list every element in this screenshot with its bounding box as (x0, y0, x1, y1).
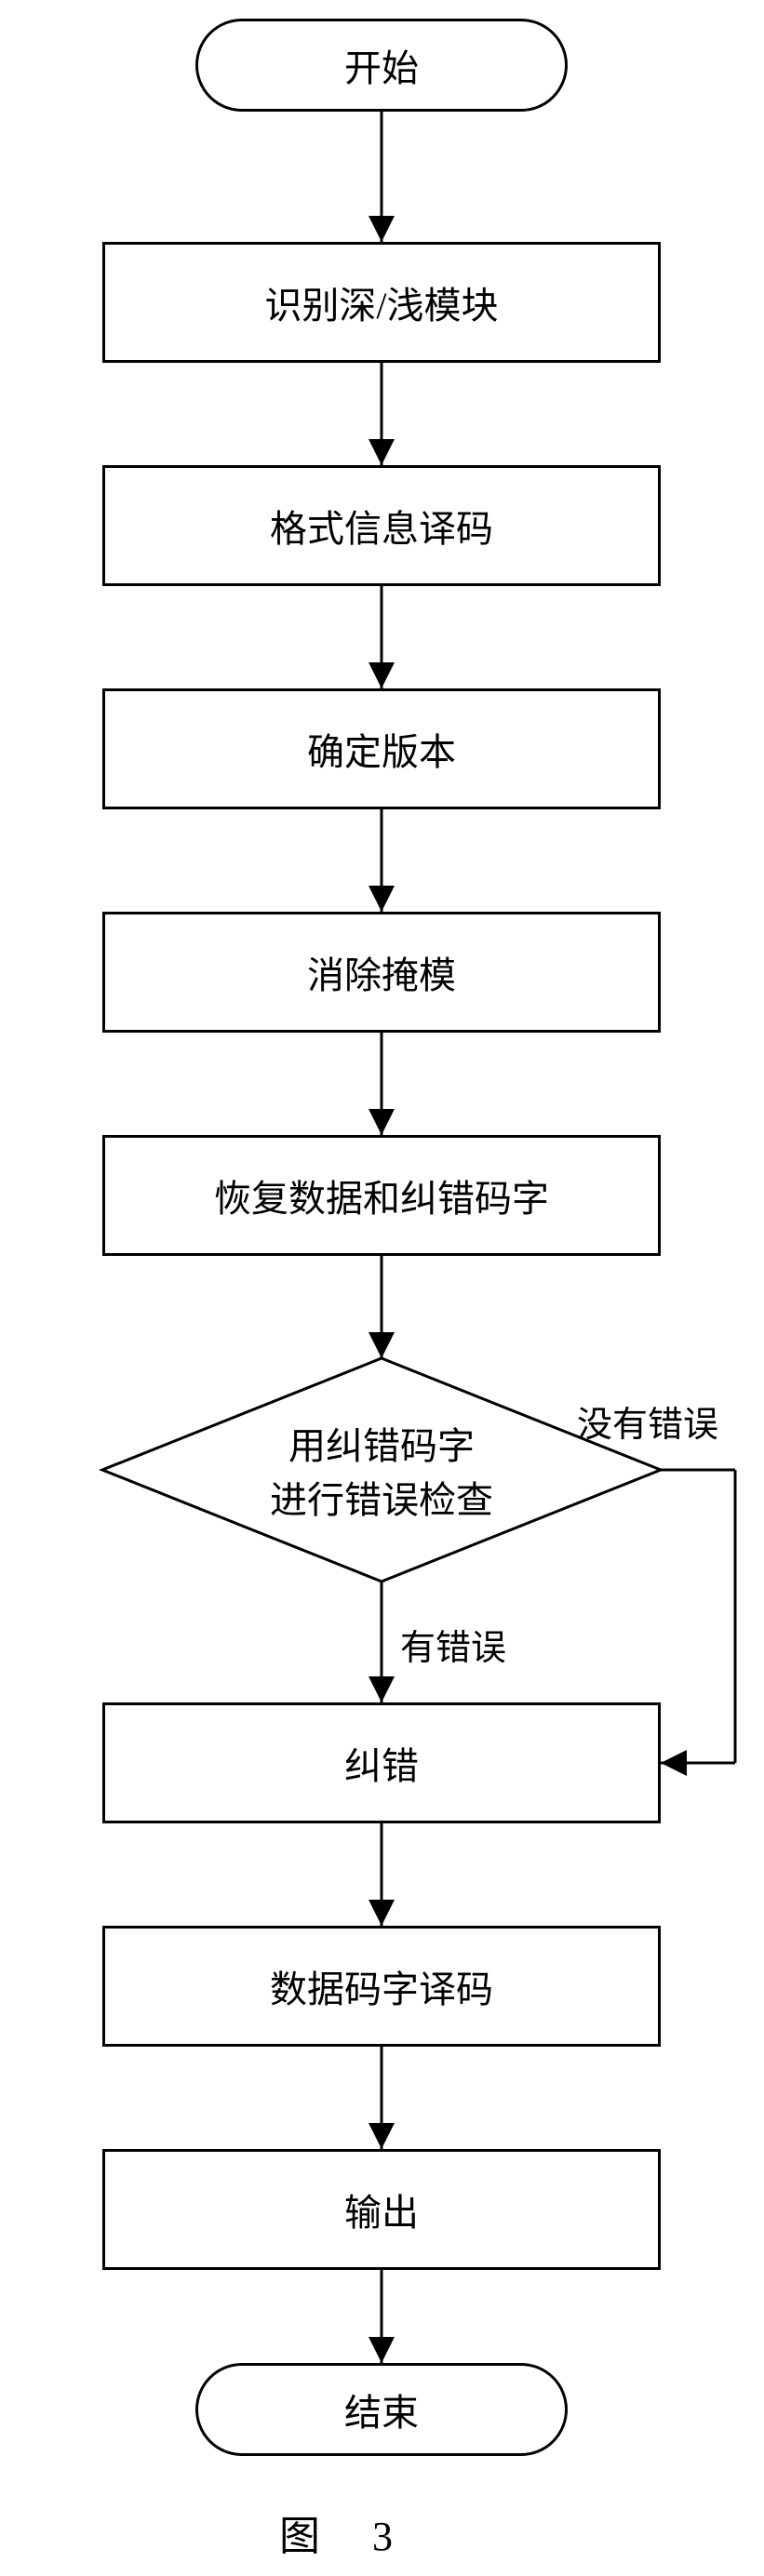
figure-caption: 图 3 (279, 2503, 398, 2562)
caption-prefix: 图 (279, 2514, 326, 2559)
flowchart-canvas: 开始识别深/浅模块格式信息译码确定版本消除掩模恢复数据和纠错码字用纠错码字进行错… (0, 0, 764, 2576)
caption-number: 3 (372, 2514, 398, 2559)
edge-decision_r-step6_r (0, 0, 764, 2576)
edge-label-no_error: 没有错误 (577, 1395, 718, 1447)
edge-label-has_error: 有错误 (400, 1619, 506, 1670)
